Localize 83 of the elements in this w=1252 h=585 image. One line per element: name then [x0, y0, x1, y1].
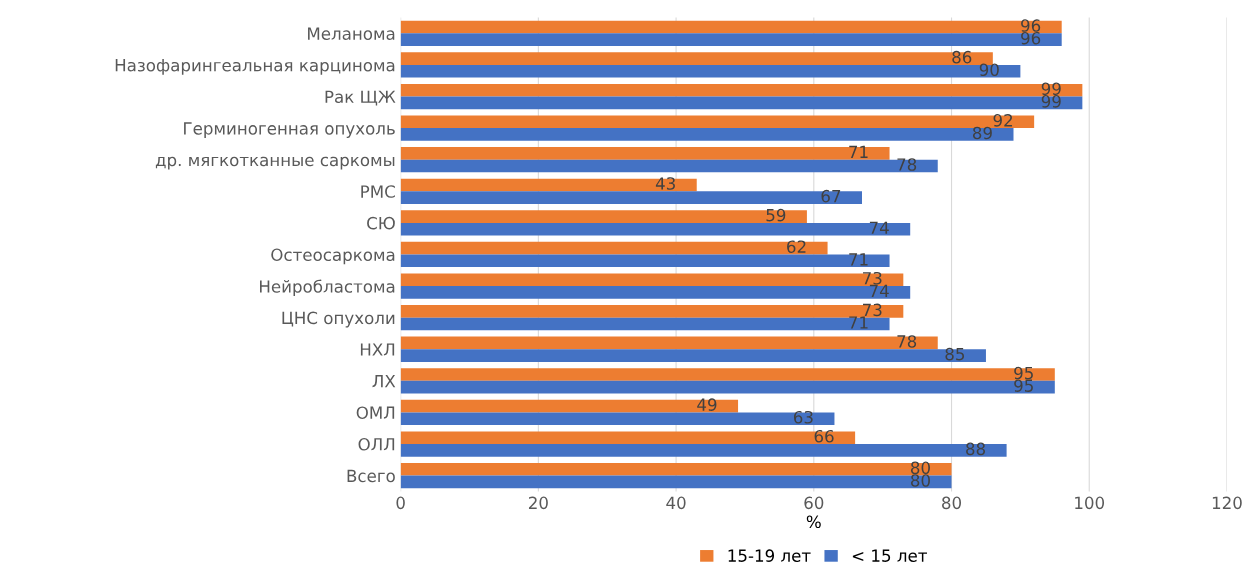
data-label: 80: [910, 461, 930, 475]
data-label: 67: [821, 189, 841, 203]
data-label: 74: [869, 284, 889, 297]
data-label: 43: [655, 177, 675, 190]
bar: [400, 64, 1021, 78]
data-label: 78: [897, 335, 917, 348]
data-label: 73: [863, 303, 882, 317]
x-tick-label: 20: [528, 496, 548, 510]
bar: [400, 33, 1062, 46]
data-label: 89: [972, 126, 992, 140]
bar: [400, 368, 1055, 381]
data-label: 62: [787, 240, 806, 253]
bar: [400, 317, 890, 331]
bar: [400, 191, 862, 204]
bar: [400, 96, 1083, 110]
bar: [400, 431, 856, 445]
x-tick-label: 120: [1212, 496, 1242, 510]
y-tick-label: РМС: [361, 185, 395, 198]
data-label: 96: [1021, 19, 1041, 32]
data-label: 73: [863, 271, 882, 285]
x-tick-label: 40: [666, 496, 686, 510]
data-label: 71: [849, 253, 868, 266]
data-label: 92: [993, 114, 1013, 127]
x-tick-label: 60: [804, 496, 824, 510]
y-tick-label: ЛХ: [372, 375, 396, 388]
bar: [400, 336, 938, 350]
data-label: 59: [766, 208, 786, 222]
y-tick-label: Нейробластома: [260, 279, 395, 297]
data-label: 85: [945, 347, 965, 361]
y-tick-label: НХЛ: [360, 343, 395, 356]
data-label: 80: [910, 474, 930, 487]
data-label: 71: [849, 316, 868, 329]
data-label: 63: [793, 410, 813, 424]
y-tick-label: Меланома: [308, 27, 395, 40]
x-tick-label: 0: [396, 496, 405, 510]
bar: [400, 380, 1055, 394]
y-tick-label: Остеосаркома: [271, 248, 395, 265]
legend-label: 15-19 лет: [728, 549, 811, 562]
bar: [400, 305, 904, 318]
y-tick-label: ЦНС опухоли: [282, 311, 395, 328]
bar: [400, 462, 952, 476]
y-tick-label: Назофарингеальная карцинома: [115, 59, 395, 75]
bar: [400, 349, 986, 362]
y-tick-label: Всего: [347, 469, 395, 483]
x-axis-title: %: [806, 515, 821, 529]
bar: [400, 241, 828, 255]
y-tick-label: др. мягкотканные саркомы: [155, 156, 395, 170]
data-label: 71: [849, 145, 868, 158]
data-label: 78: [897, 158, 917, 171]
bar: [400, 210, 807, 223]
bar: [400, 128, 1014, 141]
data-label: 66: [814, 429, 834, 443]
y-tick-label: Рак ЩЖ: [325, 90, 396, 106]
bar: [400, 20, 1062, 34]
x-tick-label: 100: [1075, 496, 1105, 510]
data-label: 86: [952, 50, 972, 64]
y-tick-label: ОМЛ: [356, 406, 395, 419]
bar: [400, 254, 890, 268]
data-label: 90: [979, 63, 999, 77]
bar: [400, 147, 890, 160]
data-label: 95: [1014, 379, 1033, 392]
data-label: 99: [1041, 82, 1061, 96]
data-label: 88: [966, 442, 986, 456]
y-tick-label: Герминогенная опухоль: [184, 122, 395, 138]
bar: [400, 222, 911, 236]
data-label: 95: [1014, 366, 1033, 380]
data-label: 99: [1041, 95, 1061, 108]
bar: [400, 399, 739, 413]
bar: [400, 83, 1083, 97]
bar: [400, 159, 938, 173]
bar: [400, 52, 993, 65]
x-tick-label: 80: [942, 496, 962, 510]
data-label: 74: [869, 221, 889, 234]
bar: [400, 412, 835, 426]
y-tick-label: СЮ: [367, 216, 395, 230]
legend-label: < 15 лет: [852, 549, 928, 562]
bar: [400, 444, 1007, 457]
data-label: 49: [697, 398, 717, 411]
data-label: 96: [1021, 31, 1041, 45]
bar: [400, 475, 952, 489]
bar: [400, 286, 911, 299]
y-tick-label: ОЛЛ: [358, 437, 395, 451]
bar: [400, 178, 697, 192]
